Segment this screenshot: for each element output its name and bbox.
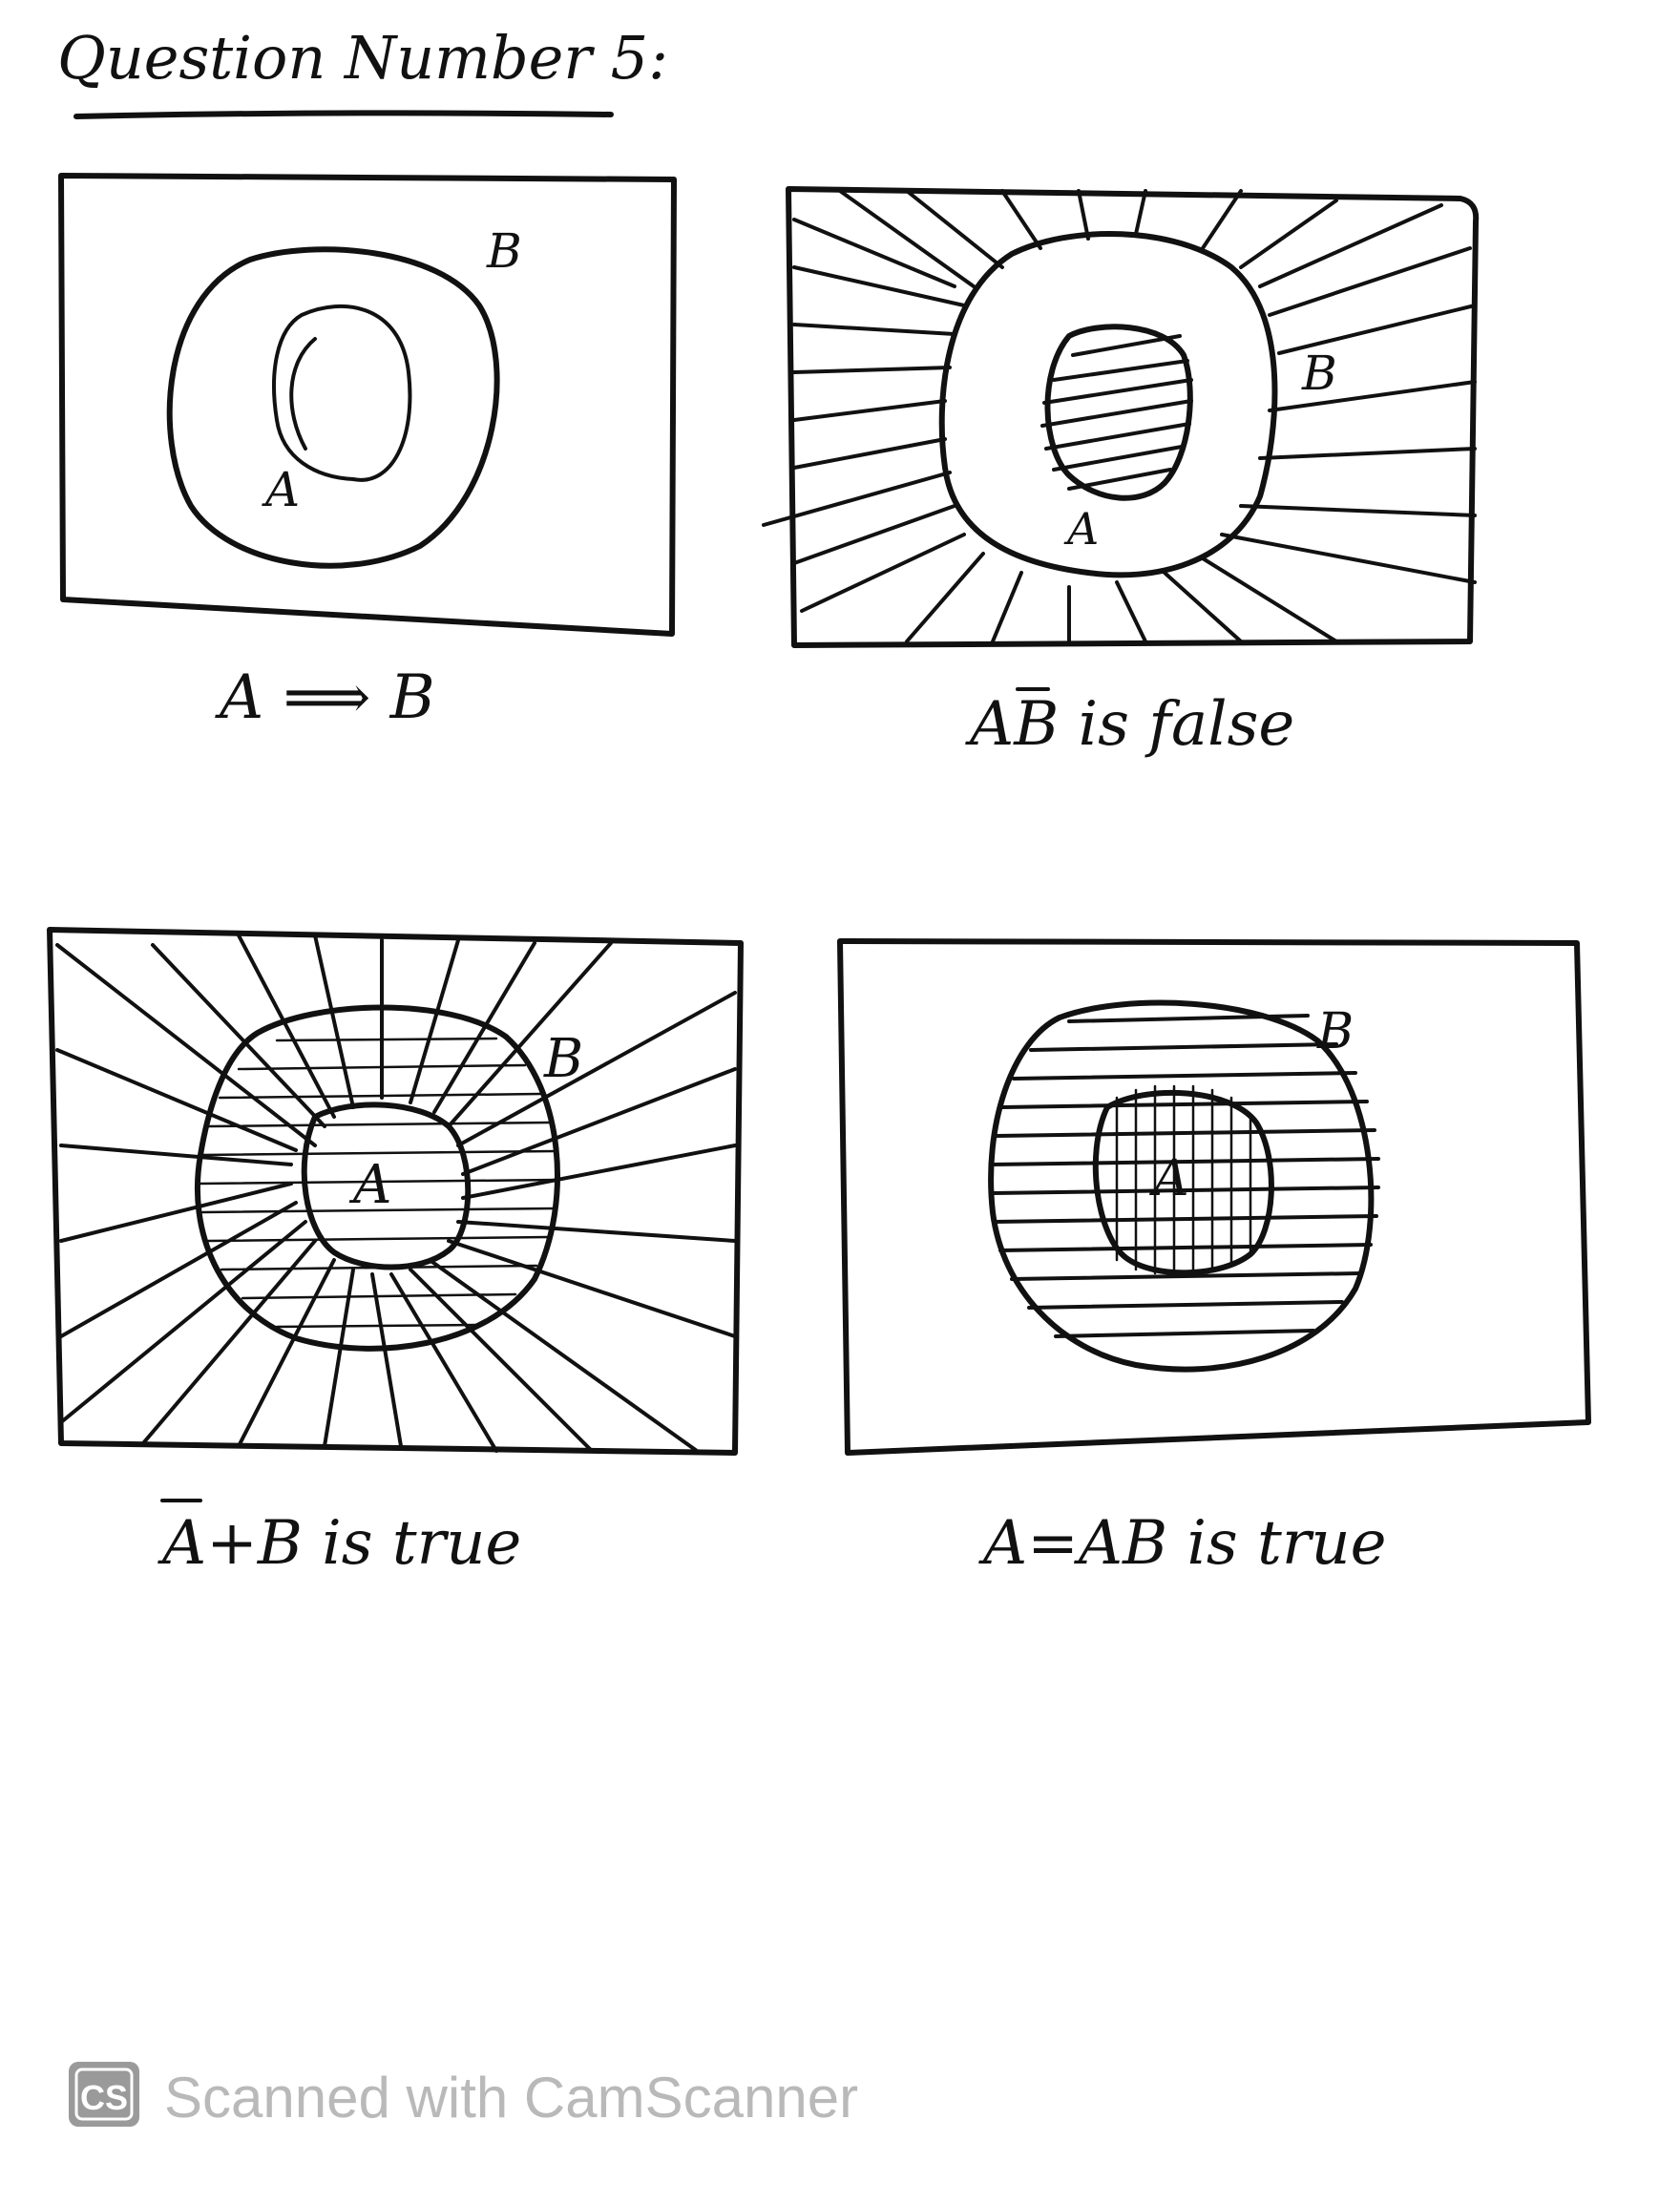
panel-frame	[47, 927, 744, 1456]
camscanner-logo-icon	[69, 2062, 139, 2127]
set-b-outline	[194, 1004, 560, 1352]
set-a-outline	[301, 1102, 472, 1270]
camscanner-watermark: CS Scanned with CamScanner	[69, 2062, 858, 2130]
set-a-label: A	[1063, 503, 1099, 555]
caption-suffix: is false	[1059, 689, 1294, 760]
camscanner-text: Scanned with CamScanner	[164, 2066, 858, 2130]
set-b-label: B	[1316, 1003, 1354, 1060]
set-a-label: A	[262, 462, 300, 517]
set-a-label: A	[348, 1154, 391, 1216]
outside-b-hatching	[762, 189, 1477, 643]
set-a-outline	[272, 304, 412, 482]
page-title: Question Number 5:	[57, 23, 668, 93]
panel-frame	[837, 938, 1591, 1456]
caption-suffix: +B is true	[206, 1508, 521, 1579]
set-b-outline	[938, 231, 1278, 578]
title-underline	[74, 110, 614, 119]
caption-prefix: A	[965, 689, 1014, 760]
panel-implies: A B A ⟹ B	[58, 173, 677, 733]
panel-not-a-plus-b-true: A B A+B is true	[47, 927, 744, 1579]
set-b-label: B	[543, 1028, 583, 1090]
panel-frame	[786, 186, 1480, 648]
set-a-crosshatching	[1115, 1084, 1252, 1277]
set-a-outline	[1092, 1089, 1274, 1276]
radial-hatching	[55, 934, 737, 1453]
svg-text:AB is false: AB is false	[965, 689, 1294, 760]
set-a-outline	[1044, 324, 1193, 501]
panel-caption: A ⟹ B	[215, 662, 435, 733]
set-a-hatching	[1040, 334, 1193, 491]
panel-a-equals-ab-true: A B A=AB is true	[837, 938, 1591, 1579]
panel-caption: A=AB is true	[978, 1508, 1387, 1579]
set-b-outline	[166, 246, 500, 569]
panel-caption: AB is false	[965, 687, 1294, 760]
set-a-label: A	[1149, 1150, 1189, 1207]
set-b-hatching	[991, 1014, 1380, 1338]
panel-caption: A+B is true	[158, 1499, 521, 1579]
camscanner-logo-text: CS	[80, 2078, 128, 2117]
svg-text:A+B is true: A+B is true	[158, 1508, 521, 1579]
set-a-inner-stroke	[289, 337, 317, 451]
set-b-label: B	[486, 223, 522, 279]
caption-bar-letter: A	[158, 1508, 206, 1579]
panel-a-not-b-false: A B AB is false	[762, 186, 1480, 760]
set-b-label: B	[1301, 346, 1337, 401]
caption-bar-letter: B	[1013, 689, 1059, 760]
panel-frame	[58, 173, 677, 637]
